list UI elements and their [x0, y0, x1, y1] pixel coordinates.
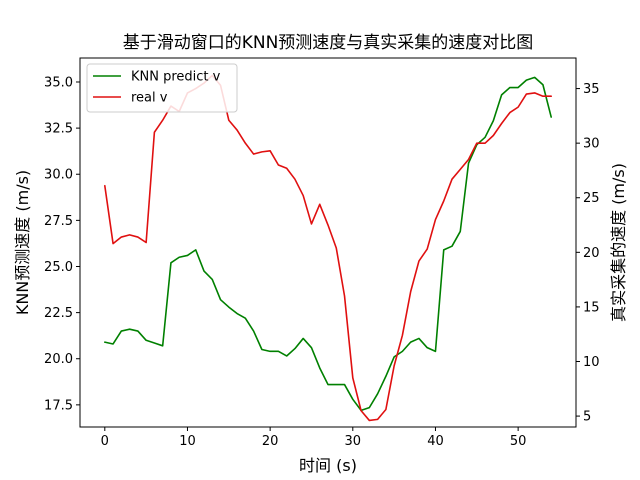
y-right-tick-label: 25 — [583, 191, 600, 206]
chart-title: 基于滑动窗口的KNN预测速度与真实采集的速度对比图 — [123, 33, 534, 53]
y-left-tick-label: 22.5 — [44, 306, 73, 321]
legend-label-knn: KNN predict v — [131, 70, 221, 85]
y-right-tick-label: 20 — [583, 246, 600, 261]
legend-box — [86, 63, 238, 113]
legend: KNN predict v real v — [86, 63, 238, 113]
x-tick-label: 10 — [179, 434, 196, 449]
y-right-tick-label: 35 — [583, 82, 600, 97]
plot-frame — [79, 57, 577, 428]
y-left-tick-label: 17.5 — [44, 398, 73, 413]
y-left-axis-label: KNN预测速度 (m/s) — [13, 170, 32, 315]
x-axis-ticks: 0 10 20 30 40 50 — [101, 427, 527, 449]
y-left-tick-label: 30.0 — [44, 168, 73, 183]
y-left-tick-label: 32.5 — [44, 122, 73, 137]
x-tick-label: 30 — [345, 434, 362, 449]
y-left-tick-label: 20.0 — [44, 352, 73, 367]
series-line-real — [104, 74, 553, 422]
y-left-tick-label: 27.5 — [44, 214, 73, 229]
y-right-axis-label: 真实采集的速度 (m/s) — [609, 163, 628, 322]
y-right-tick-label: 30 — [583, 137, 600, 152]
series-layer — [104, 74, 553, 422]
y-right-tick-label: 10 — [583, 355, 600, 370]
x-axis-label: 时间 (s) — [299, 456, 357, 475]
y-right-tick-label: 15 — [583, 300, 600, 315]
legend-label-real: real v — [131, 91, 168, 106]
y-left-axis-ticks: 17.5 20.0 22.5 25.0 27.5 30.0 32.5 35.0 — [44, 75, 80, 413]
y-left-tick-label: 25.0 — [44, 260, 73, 275]
y-right-tick-label: 5 — [583, 410, 591, 425]
x-tick-label: 50 — [510, 434, 527, 449]
x-tick-label: 20 — [262, 434, 279, 449]
x-tick-label: 40 — [427, 434, 444, 449]
x-tick-label: 0 — [101, 434, 109, 449]
y-left-tick-label: 35.0 — [44, 75, 73, 90]
y-right-axis-ticks: 5 10 15 20 25 30 35 — [576, 82, 600, 425]
series-line-knn-predict — [104, 76, 553, 412]
